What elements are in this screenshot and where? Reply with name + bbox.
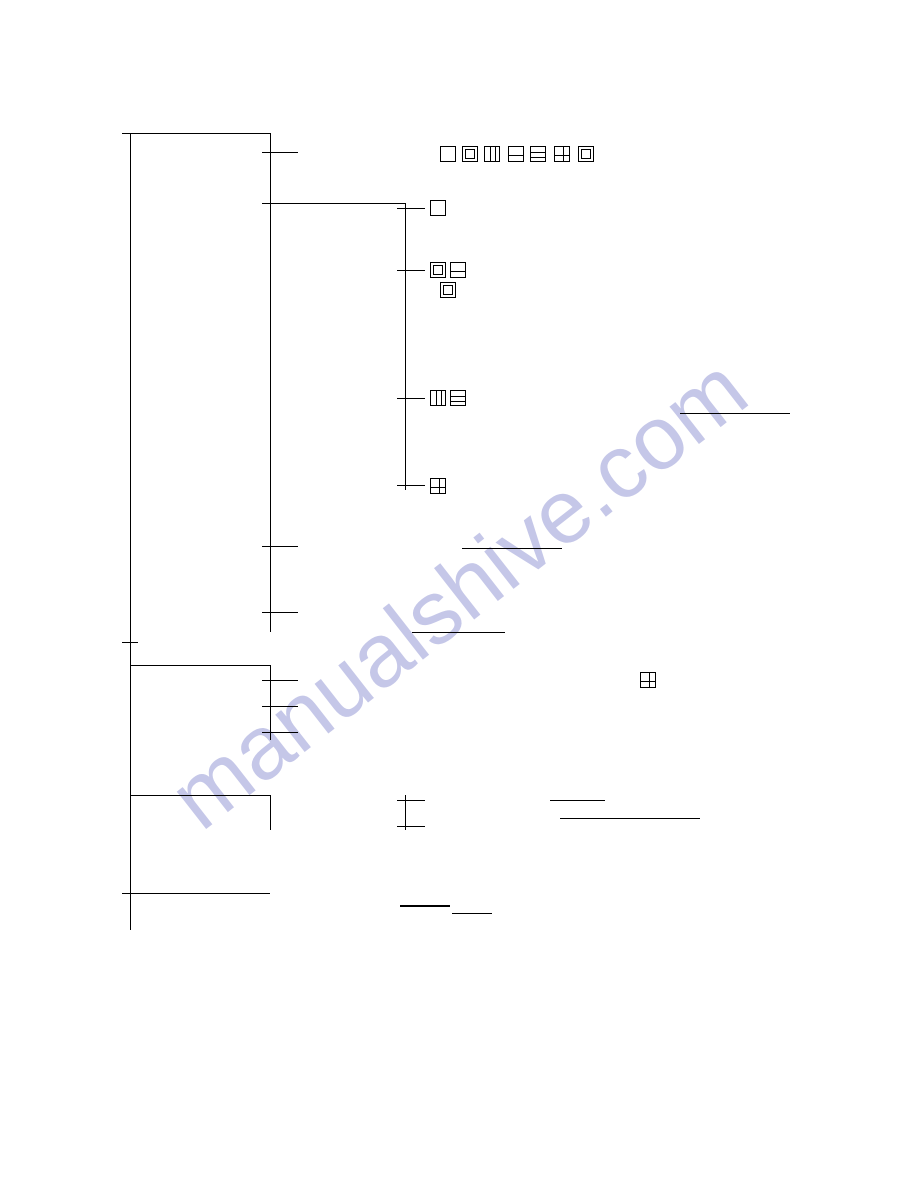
tree-seg-spine_c <box>270 133 271 632</box>
tree-seg-f_seg <box>550 800 605 801</box>
cols3-icon <box>430 390 446 406</box>
grid4-icon <box>554 146 570 162</box>
tree-seg-spine_e <box>270 665 271 740</box>
underline-u2 <box>462 548 562 549</box>
box-inset-icon <box>430 262 446 278</box>
tree-seg-spine_a <box>130 133 131 930</box>
tree-seg-c_t4 <box>262 612 298 613</box>
tree-seg-spine_d <box>405 203 406 490</box>
tree-seg-d_t1 <box>397 208 425 209</box>
watermark: manualshive.com <box>151 338 766 850</box>
tree-seg-bridge_be <box>130 665 270 666</box>
tree-seg-tick_b_off_a <box>122 642 138 643</box>
tree-seg-d_t2 <box>397 270 425 271</box>
tree-seg-spine_b <box>130 133 270 134</box>
tree-seg-c_t1 <box>262 152 298 153</box>
underline-u1 <box>680 413 790 414</box>
tree-seg-c_foot <box>412 632 505 633</box>
cols3-icon <box>484 146 500 162</box>
box-icon <box>430 200 446 216</box>
box-icon <box>440 146 456 162</box>
rows3-icon <box>450 390 466 406</box>
tree-seg-tick_a <box>122 133 138 134</box>
tree-seg-d_t3 <box>397 398 425 399</box>
grid4-icon <box>430 478 446 494</box>
rows2-icon <box>450 262 466 278</box>
rows3-icon <box>530 146 546 162</box>
tree-seg-f_t2 <box>397 826 425 827</box>
box-inset-icon <box>578 146 594 162</box>
rows2-icon <box>508 146 524 162</box>
tree-seg-e_t1 <box>262 680 298 681</box>
tree-seg-f_t1 <box>397 800 425 801</box>
tree-seg-d_t4 <box>397 485 425 486</box>
tree-seg-g_t <box>122 893 270 894</box>
box-inset-icon <box>462 146 478 162</box>
tree-seg-e_t2 <box>262 706 298 707</box>
tree-seg-e_t3 <box>262 732 298 733</box>
box-inset-icon <box>440 282 456 298</box>
tree-seg-spine_f <box>270 795 271 830</box>
tree-seg-c_t3 <box>262 546 298 547</box>
grid4-icon <box>640 672 656 688</box>
tree-seg-bridge_cd <box>270 203 405 204</box>
underline-u3 <box>560 818 700 819</box>
tree-seg-g_seg1 <box>400 905 450 907</box>
tree-seg-bridge_bf <box>130 795 270 796</box>
page: { "colors": { "line": "#000000", "text":… <box>0 0 918 1188</box>
tree-seg-g_seg2 <box>452 913 492 914</box>
